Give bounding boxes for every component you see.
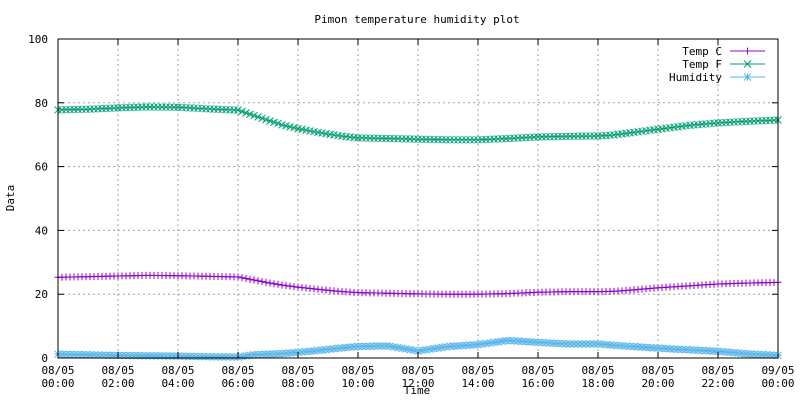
x-tick-label-time: 06:00 <box>221 377 254 390</box>
x-tick-label-date: 08/05 <box>401 364 434 377</box>
y-tick-labels: 0 20 40 60 80 100 <box>28 33 48 365</box>
x-tick-label-time: 20:00 <box>641 377 674 390</box>
x-tick-label-date: 08/05 <box>581 364 614 377</box>
legend-marker <box>743 73 752 81</box>
x-tick-label-date: 08/05 <box>41 364 74 377</box>
data-point <box>266 279 274 287</box>
x-tick-label-date: 08/05 <box>701 364 734 377</box>
x-tick-label-time: 12:00 <box>401 377 434 390</box>
x-tick-label-time: 16:00 <box>521 377 554 390</box>
data-point <box>714 347 722 356</box>
x-tick-label-time: 02:00 <box>101 377 134 390</box>
x-tick-label-date: 08/05 <box>161 364 194 377</box>
data-point <box>326 345 334 354</box>
x-tick-labels: 08/0500:0008/0502:0008/0504:0008/0506:00… <box>41 364 794 390</box>
data-point <box>270 280 278 288</box>
data-point <box>234 273 242 281</box>
y-tick-label: 0 <box>41 352 48 365</box>
x-tick-label-time: 04:00 <box>161 377 194 390</box>
legend-marker <box>743 60 752 68</box>
x-axis-label: Time <box>404 384 431 397</box>
x-tick-label-date: 08/05 <box>101 364 134 377</box>
data-point <box>238 274 246 282</box>
data-point <box>290 283 298 291</box>
x-tick-label-date: 08/05 <box>461 364 494 377</box>
data-point <box>402 345 410 353</box>
tick-marks <box>57 38 779 359</box>
x-tick-label-date: 08/05 <box>641 364 674 377</box>
data-point <box>562 340 570 348</box>
x-tick-label-time: 22:00 <box>701 377 734 390</box>
chart-title: Pimon temperature humidity plot <box>314 13 519 26</box>
legend-marker <box>744 47 751 55</box>
y-tick-label: 100 <box>28 33 48 46</box>
data-point <box>258 278 266 286</box>
data-point <box>614 341 622 350</box>
legend-label: Temp F <box>682 58 722 71</box>
data-point <box>254 277 262 285</box>
data-point <box>278 281 286 289</box>
grid-lines <box>58 39 778 358</box>
y-tick-label: 60 <box>35 161 48 174</box>
legend-label: Temp C <box>682 45 722 58</box>
series-layer <box>54 103 782 361</box>
x-tick-label-date: 09/05 <box>761 364 794 377</box>
x-tick-label-time: 08:00 <box>281 377 314 390</box>
data-point <box>426 345 434 354</box>
y-tick-label: 40 <box>35 224 48 237</box>
x-tick-label-date: 08/05 <box>341 364 374 377</box>
x-tick-label-time: 18:00 <box>581 377 614 390</box>
series-temp-c <box>54 271 782 298</box>
data-point <box>262 350 270 359</box>
x-tick-label-date: 08/05 <box>281 364 314 377</box>
y-tick-label: 20 <box>35 288 48 301</box>
data-point <box>434 344 442 352</box>
y-tick-label: 80 <box>35 97 48 110</box>
x-tick-label-date: 08/05 <box>221 364 254 377</box>
x-tick-label-time: 10:00 <box>341 377 374 390</box>
series-line <box>57 106 779 141</box>
series-temp-f <box>54 103 782 144</box>
x-tick-label-date: 08/05 <box>521 364 554 377</box>
data-point <box>274 280 282 288</box>
data-point <box>250 276 258 284</box>
data-point <box>242 275 250 283</box>
x-tick-label-time: 14:00 <box>461 377 494 390</box>
data-point <box>286 282 294 290</box>
data-point <box>246 275 254 283</box>
data-point <box>306 347 314 356</box>
data-point <box>262 278 270 286</box>
x-tick-label-time: 00:00 <box>41 377 74 390</box>
data-point <box>282 282 290 290</box>
x-tick-label-time: 00:00 <box>761 377 794 390</box>
y-axis-label: Data <box>4 185 17 212</box>
series-humidity <box>54 336 782 361</box>
legend-label: Humidity <box>669 71 722 84</box>
